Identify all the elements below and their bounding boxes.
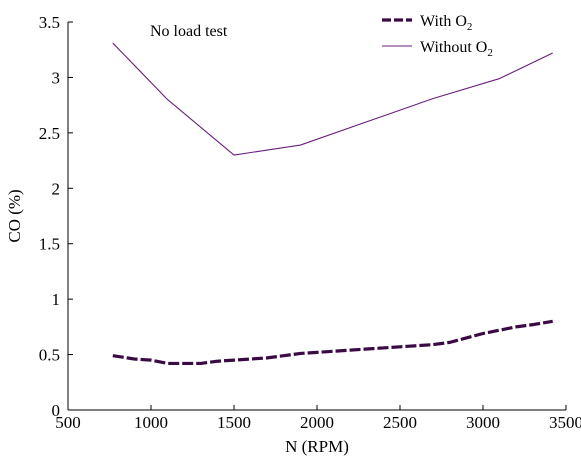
legend-label-subscript: 2 (487, 47, 493, 59)
ticks (67, 21, 567, 411)
y-tick-label: 0.5 (39, 346, 60, 365)
y-tick-label: 3.5 (39, 13, 60, 32)
legend-label-base: With O (420, 13, 467, 30)
x-tick-label: 3000 (466, 413, 500, 432)
tick-labels: 500 1000 1500 2000 2500 3000 3500 0 0.5 1 1.5 2 2.5 3… (39, 13, 581, 432)
legend-label-subscript: 2 (467, 21, 473, 33)
x-tick-label: 2500 (383, 413, 417, 432)
x-tick-label: 1500 (217, 413, 251, 432)
x-axis-title: N (RPM) (285, 437, 349, 456)
series-layer (112, 42, 553, 366)
y-tick-label: 3 (52, 68, 61, 87)
y-tick-label: 1.5 (39, 235, 60, 254)
y-tick-label: 2.5 (39, 124, 60, 143)
legend-item-without-o2: Without O2 (382, 39, 493, 59)
x-tick-label: 500 (55, 413, 81, 432)
y-axis-title: CO (%) (5, 189, 24, 242)
series-line-with-o2 (112, 319, 553, 366)
legend-item-with-o2: With O2 (382, 13, 472, 33)
y-tick-label: 1 (52, 290, 61, 309)
x-tick-label: 1000 (134, 413, 168, 432)
series-line-without-o2 (112, 42, 553, 156)
x-tick-label: 2000 (300, 413, 334, 432)
legend-label-base: Without O (420, 39, 487, 56)
chart-annotation: No load test (150, 23, 228, 40)
y-tick-label: 2 (52, 179, 61, 198)
x-tick-label: 3500 (549, 413, 581, 432)
legend-label: With O2 (420, 13, 472, 33)
y-tick-label: 0 (52, 401, 61, 420)
legend-label: Without O2 (420, 39, 493, 59)
